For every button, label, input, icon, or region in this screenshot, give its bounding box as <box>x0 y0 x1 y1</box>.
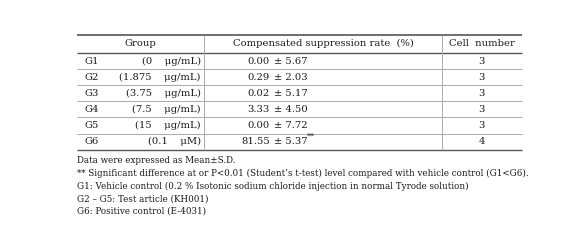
Text: G1: Vehicle control (0.2 % Isotonic sodium chloride injection in normal Tyrode s: G1: Vehicle control (0.2 % Isotonic sodi… <box>77 182 468 191</box>
Text: Data were expressed as Mean±S.D.: Data were expressed as Mean±S.D. <box>77 156 235 165</box>
Text: G2 – G5: Test article (KH001): G2 – G5: Test article (KH001) <box>77 194 208 203</box>
Text: 81.55: 81.55 <box>241 137 270 146</box>
Text: ± 5.67: ± 5.67 <box>274 56 308 65</box>
Text: G4: G4 <box>85 105 99 114</box>
Text: 3: 3 <box>479 105 485 114</box>
Text: (3.75    μg/mL): (3.75 μg/mL) <box>126 89 201 98</box>
Text: G6: G6 <box>85 137 99 146</box>
Text: ± 5.37: ± 5.37 <box>274 137 308 146</box>
Text: **: ** <box>307 133 315 141</box>
Text: 3: 3 <box>479 89 485 98</box>
Text: 3.33: 3.33 <box>248 105 270 114</box>
Text: ± 4.50: ± 4.50 <box>274 105 308 114</box>
Text: 0.00: 0.00 <box>248 56 270 65</box>
Text: ± 2.03: ± 2.03 <box>274 73 308 82</box>
Text: ± 7.72: ± 7.72 <box>274 121 308 130</box>
Text: 0.29: 0.29 <box>248 73 270 82</box>
Text: 0.00: 0.00 <box>248 121 270 130</box>
Text: G2: G2 <box>85 73 99 82</box>
Text: G1: G1 <box>85 56 99 65</box>
Text: ** Significant difference at or P<0.01 (Student’s t-test) level compared with ve: ** Significant difference at or P<0.01 (… <box>77 169 529 178</box>
Text: 3: 3 <box>479 56 485 65</box>
Text: 0.02: 0.02 <box>248 89 270 98</box>
Text: G5: G5 <box>85 121 99 130</box>
Text: (7.5    μg/mL): (7.5 μg/mL) <box>132 105 201 114</box>
Text: (15    μg/mL): (15 μg/mL) <box>135 121 201 130</box>
Text: (0    μg/mL): (0 μg/mL) <box>141 56 201 66</box>
Text: (1.875    μg/mL): (1.875 μg/mL) <box>119 73 201 82</box>
Text: 4: 4 <box>479 137 485 146</box>
Text: (0.1    μM): (0.1 μM) <box>148 137 201 146</box>
Text: ± 5.17: ± 5.17 <box>274 89 308 98</box>
Text: 3: 3 <box>479 121 485 130</box>
Text: Group: Group <box>124 39 157 48</box>
Text: G6: Positive control (E-4031): G6: Positive control (E-4031) <box>77 207 206 216</box>
Text: 3: 3 <box>479 73 485 82</box>
Text: Compensated suppression rate  (%): Compensated suppression rate (%) <box>232 39 413 48</box>
Text: Cell  number: Cell number <box>449 39 515 48</box>
Text: G3: G3 <box>85 89 99 98</box>
